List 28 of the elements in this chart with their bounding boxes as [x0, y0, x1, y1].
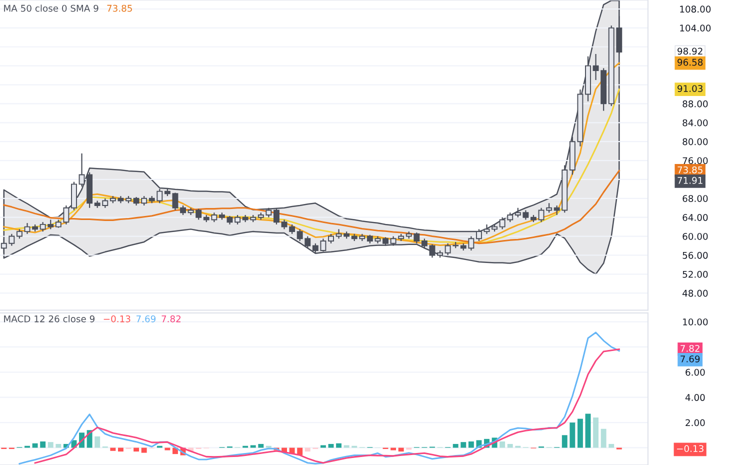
y-tick-label: 80.00 — [682, 138, 708, 146]
y-tick-label: 56.00 — [682, 252, 708, 259]
text: −0.13 — [677, 445, 704, 452]
y-tick-label: 68.00 — [682, 195, 708, 202]
y-tick-label: 48.00 — [682, 290, 708, 297]
text: 73.85 — [678, 166, 702, 174]
y-tick-label: 84.00 — [682, 119, 708, 126]
y-tick-label: 108.00 — [680, 6, 711, 13]
text: 7.82 — [680, 344, 700, 352]
y-tick-label: 88.00 — [682, 100, 708, 108]
y-tick-label: 60.00 — [682, 232, 708, 240]
chart-title: MACD 12 26 close 9 — [4, 315, 94, 322]
y-tick-label: 52.00 — [682, 270, 708, 278]
y-tick-label: 2.00 — [686, 419, 705, 426]
chart-subtitle: 73.85 — [107, 4, 132, 12]
text: 96.58 — [678, 58, 703, 66]
text: 98.92 — [678, 48, 702, 55]
text: 91.03 — [678, 85, 702, 92]
chart-subtitle: −0.13 7.69 7.82 — [104, 315, 180, 322]
y-tick-label: 64.00 — [682, 214, 708, 221]
y-tick-label: 104.00 — [680, 24, 711, 32]
y-tick-label: 4.00 — [685, 394, 705, 401]
text: 71.91 — [678, 176, 702, 184]
y-tick-label: 76.00 — [682, 157, 708, 164]
y-tick-label: 10.00 — [683, 318, 708, 326]
text: 7.69 — [680, 355, 700, 362]
chart-title: MA 50 close 0 SMA 9 — [4, 4, 98, 12]
y-tick-label: 6.00 — [686, 368, 705, 376]
